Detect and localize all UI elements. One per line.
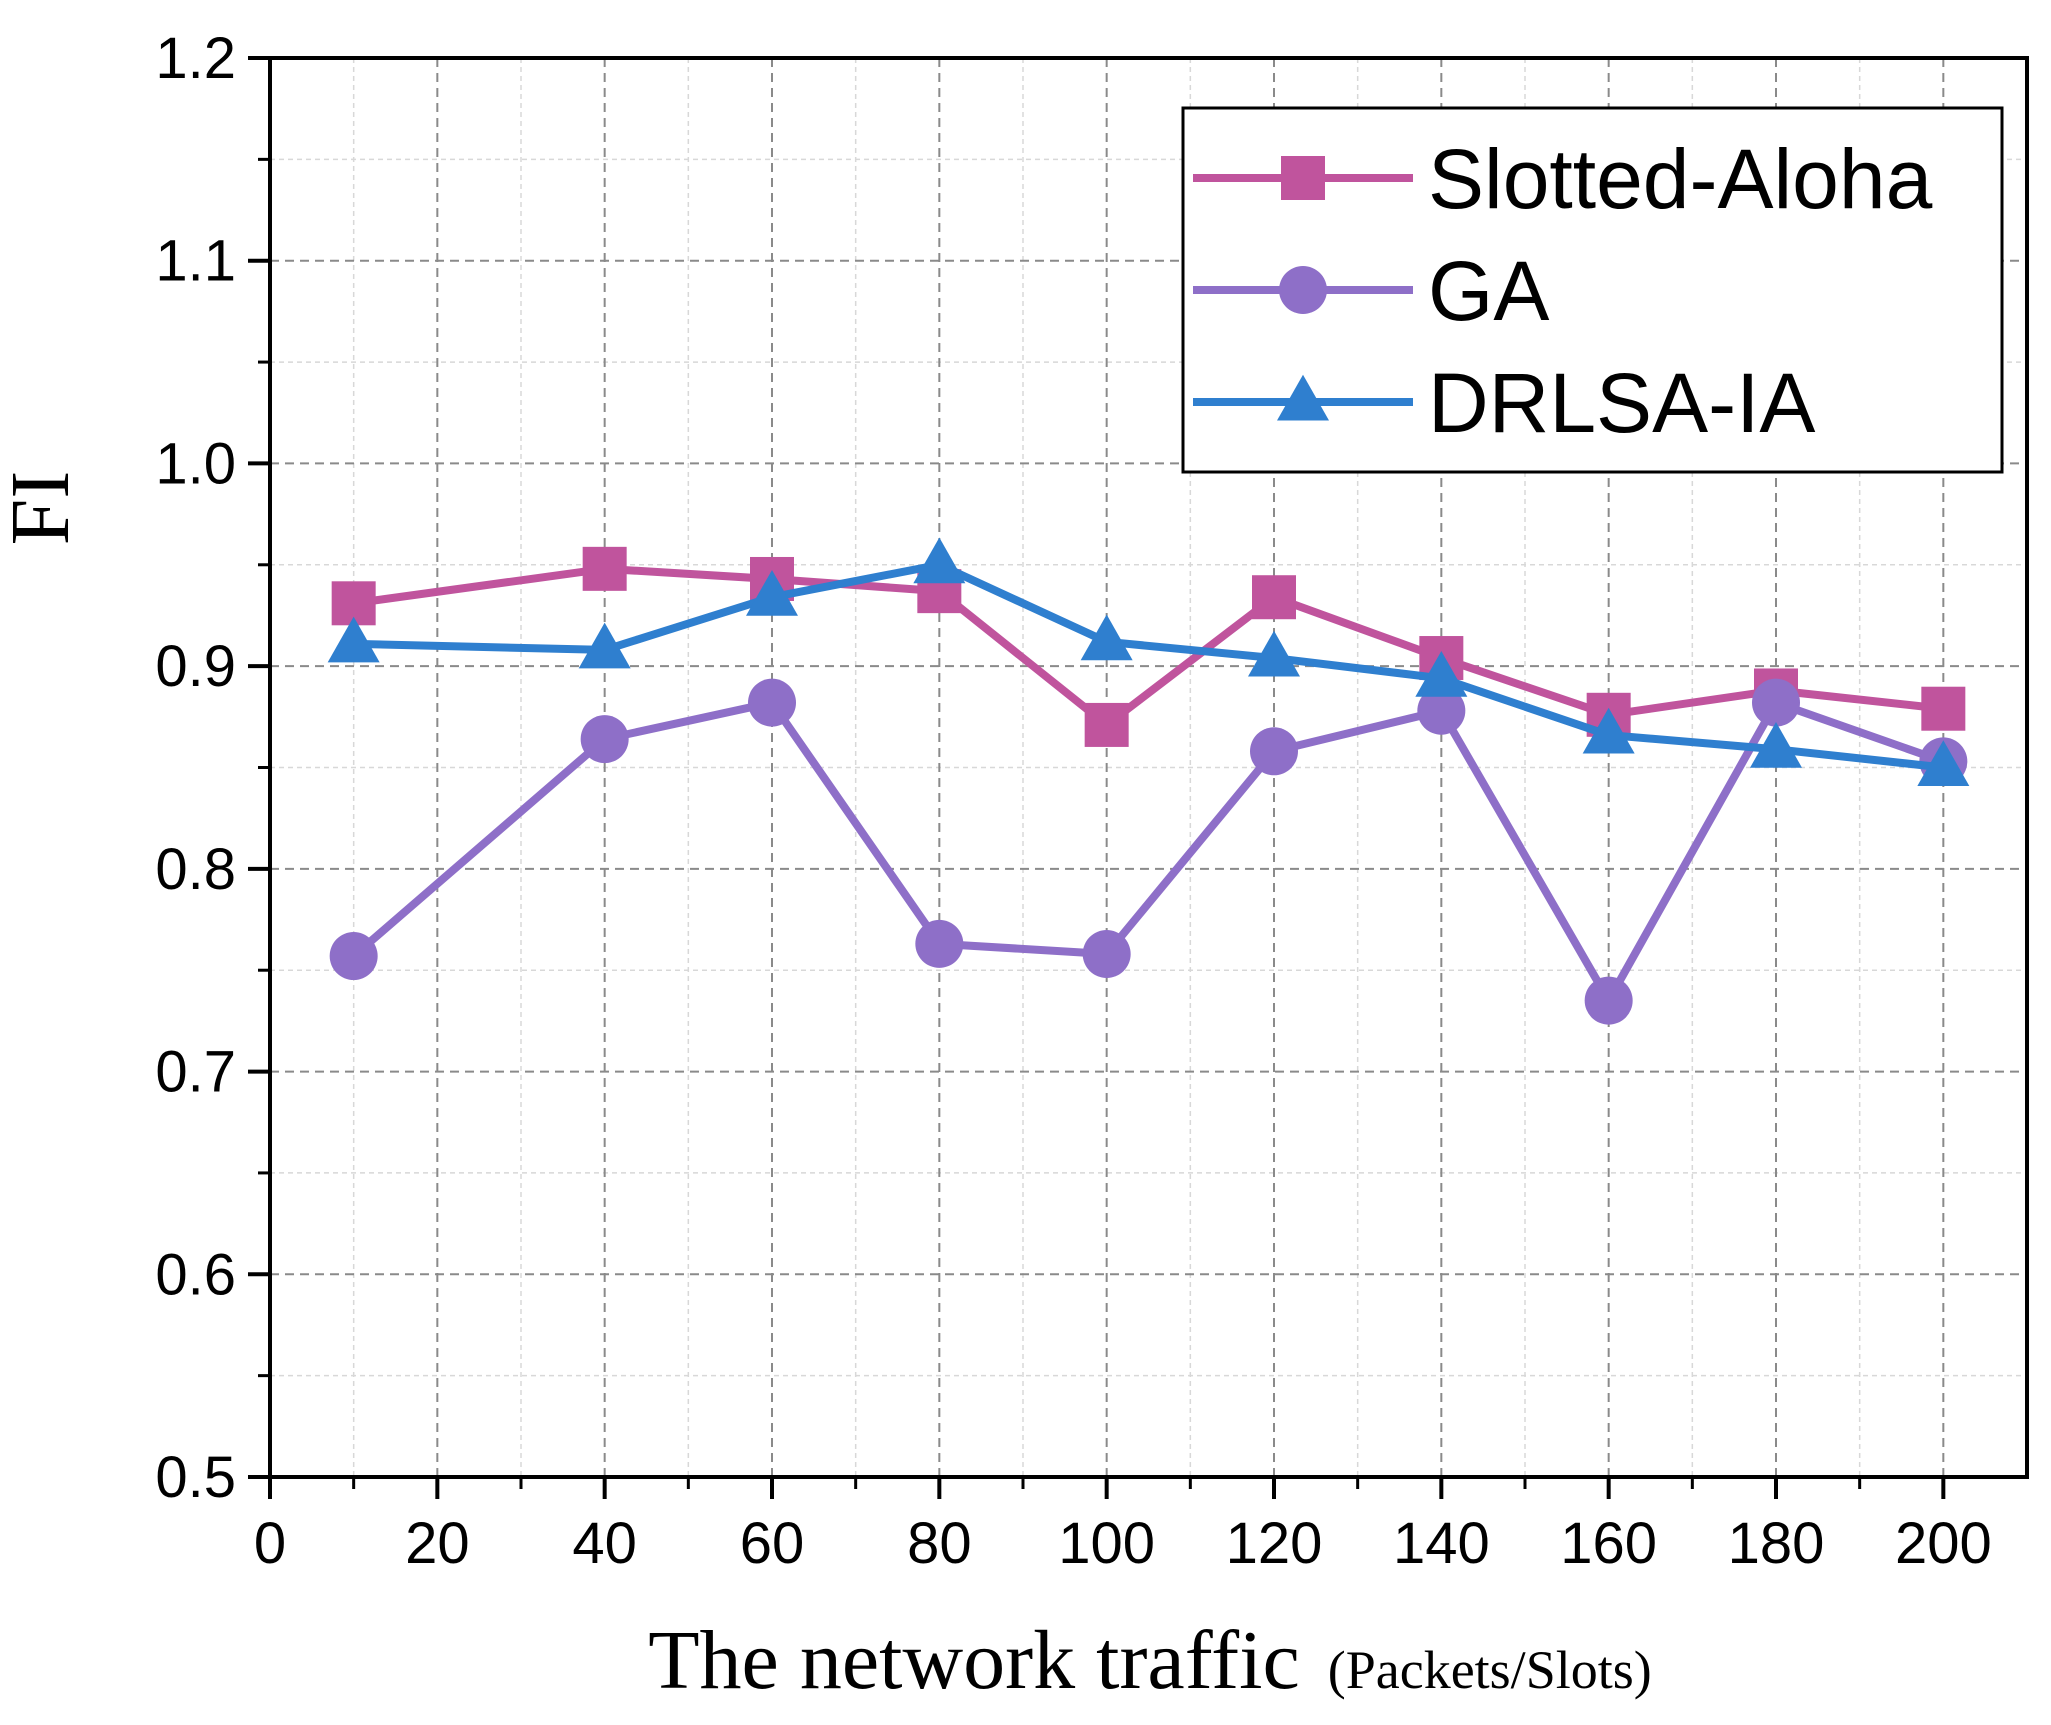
data-point-slotted-aloha <box>1921 686 1966 731</box>
x-axis-title-main: The network traffic <box>648 1614 1300 1707</box>
x-tick-label: 200 <box>1895 1511 1992 1576</box>
data-point-drlsa-ia <box>1917 740 1970 786</box>
series-line-drlsa-ia <box>353 560 1944 772</box>
y-tick-label: 0.5 <box>155 1445 236 1510</box>
legend-marker-ga <box>1279 266 1327 314</box>
series-drlsa-ia <box>327 537 1970 786</box>
data-point-drlsa-ia <box>578 622 631 669</box>
data-point-ga <box>329 932 378 981</box>
data-point-drlsa-ia <box>1415 651 1468 697</box>
x-tick-label: 180 <box>1728 1511 1825 1576</box>
series-line-ga <box>351 698 1945 1005</box>
data-point-slotted-aloha <box>582 546 627 591</box>
data-point-slotted-aloha <box>1252 575 1296 620</box>
y-tick-label: 1.0 <box>155 431 236 496</box>
x-tick-label: 0 <box>254 1511 286 1576</box>
data-point-ga <box>1584 976 1633 1025</box>
legend-label-slotted-aloha: Slotted-Aloha <box>1428 132 1933 226</box>
data-point-ga <box>1752 678 1800 727</box>
y-tick-label: 0.8 <box>155 837 236 902</box>
legend: Slotted-Aloha GA DRLSA-IA <box>1181 106 2004 474</box>
grid-lines <box>270 58 2027 1477</box>
x-tick-label: 160 <box>1560 1511 1657 1576</box>
data-point-ga <box>1250 727 1298 776</box>
data-point-drlsa-ia <box>1248 630 1300 677</box>
series-slotted-aloha <box>331 546 1966 747</box>
legend-marker-slotted-aloha <box>1281 156 1325 200</box>
data-point-ga <box>915 919 964 968</box>
x-tick-label: 80 <box>907 1511 972 1576</box>
x-tick-label: 140 <box>1393 1511 1490 1576</box>
y-tick-label: 1.1 <box>155 229 236 294</box>
legend-label-drlsa-ia: DRLSA-IA <box>1428 356 1815 450</box>
data-point-drlsa-ia <box>1750 721 1802 768</box>
series-layer <box>327 537 1970 1025</box>
x-tick-label: 40 <box>572 1511 637 1576</box>
y-tick-label: 0.7 <box>155 1040 236 1105</box>
legend-label-ga: GA <box>1428 244 1549 338</box>
data-point-slotted-aloha <box>1084 702 1129 747</box>
series-ga <box>329 678 1968 1025</box>
legend-item-slotted-aloha: Slotted-Aloha <box>1193 132 1933 226</box>
data-point-drlsa-ia <box>913 537 966 584</box>
x-tick-label: 20 <box>405 1511 470 1576</box>
series-line-slotted-aloha <box>353 564 1944 729</box>
axis-labels: FI The network traffic (Packets/Slots) <box>0 471 1652 1707</box>
x-tick-label: 120 <box>1226 1511 1323 1576</box>
x-axis-title: The network traffic (Packets/Slots) <box>648 1614 1651 1707</box>
data-point-ga <box>748 678 796 727</box>
legend-item-ga: GA <box>1193 244 1549 338</box>
data-point-ga <box>1417 686 1466 735</box>
legend-item-drlsa-ia: DRLSA-IA <box>1193 356 1815 450</box>
x-tick-label: 100 <box>1058 1511 1155 1576</box>
data-point-drlsa-ia <box>327 616 380 663</box>
x-tick-label: 60 <box>740 1511 805 1576</box>
y-axis-title: FI <box>0 471 87 546</box>
data-point-drlsa-ia <box>746 569 798 616</box>
x-axis-title-unit: (Packets/Slots) <box>1328 1640 1652 1700</box>
data-point-drlsa-ia <box>1582 707 1635 754</box>
legend-marker-drlsa-ia <box>1277 374 1329 421</box>
y-tick-label: 0.9 <box>155 634 236 699</box>
data-point-ga <box>1082 929 1131 978</box>
data-point-drlsa-ia <box>1080 614 1133 661</box>
y-tick-label: 0.6 <box>155 1242 236 1307</box>
y-tick-label: 1.2 <box>155 26 236 91</box>
axes: 0 20 40 60 80 100 120 140 160 180 200 0.5 0.6 0.7 0.8 0… <box>155 26 2029 1576</box>
data-point-ga <box>580 715 629 764</box>
